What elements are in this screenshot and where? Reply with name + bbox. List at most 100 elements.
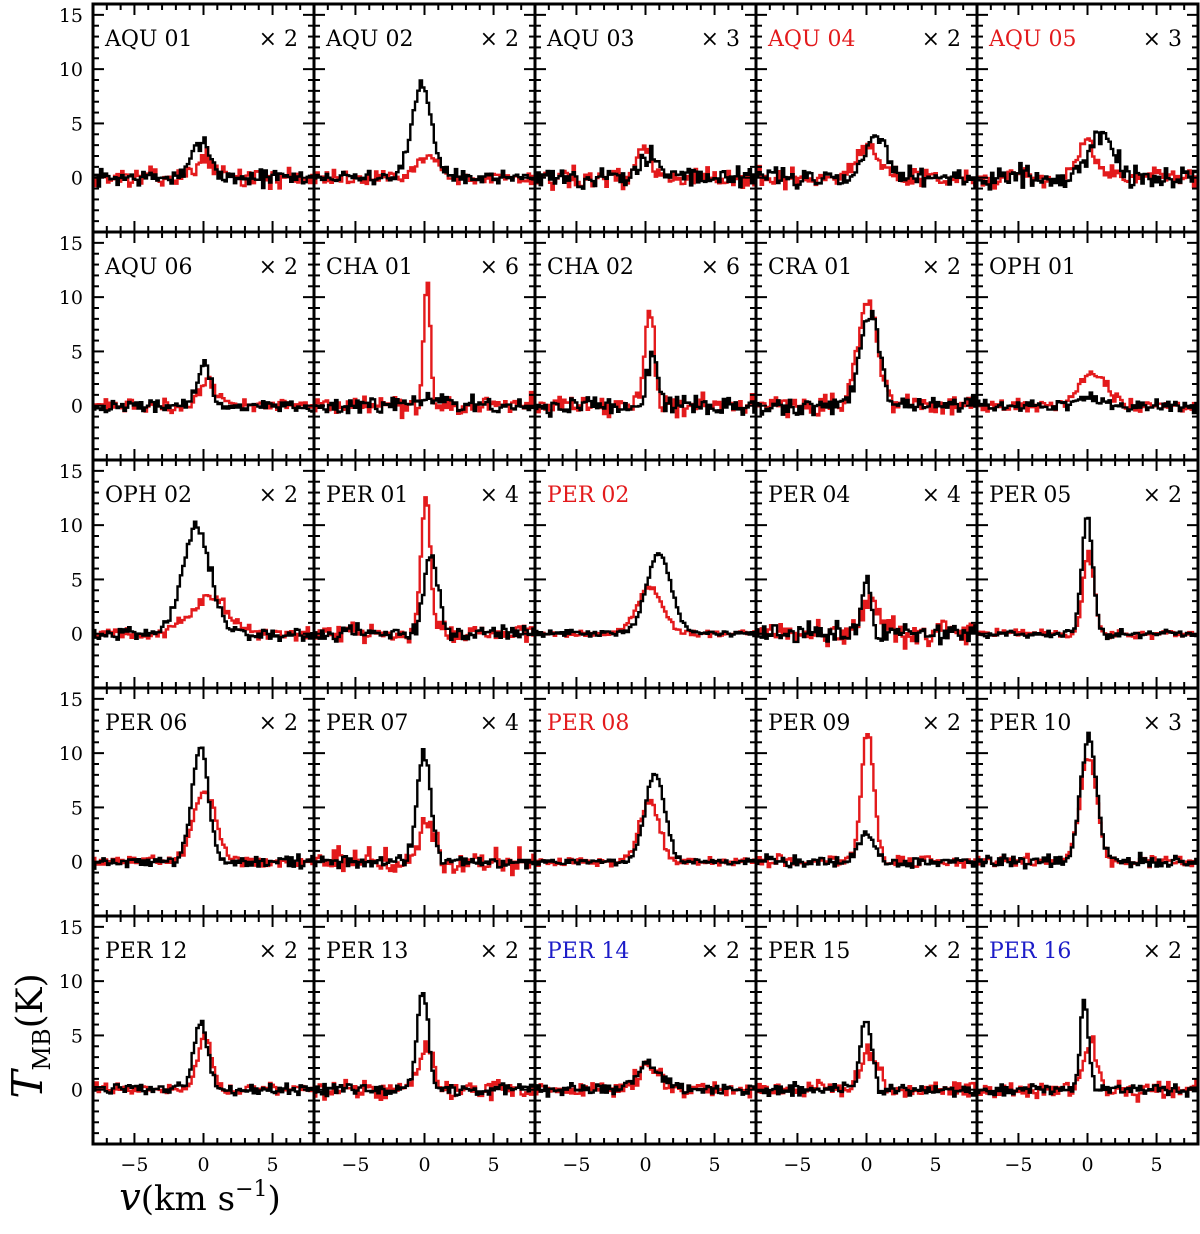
panel-per-09: PER 09 × 2 xyxy=(754,686,979,918)
spectrum-black xyxy=(535,144,756,190)
spectrum-red xyxy=(756,299,977,419)
panel-name-label: PER 12 xyxy=(105,939,187,964)
x-tick-label: −5 xyxy=(562,1154,590,1176)
panel-name-label: OPH 01 xyxy=(989,255,1076,280)
y-tick-label: 5 xyxy=(71,113,83,135)
panel-multiplier-label: × 2 xyxy=(922,939,961,964)
panel-oph-01: OPH 01 xyxy=(975,230,1200,462)
panel-multiplier-label: × 3 xyxy=(701,27,740,52)
panel-cha-01: CHA 01 × 6 xyxy=(312,230,537,462)
y-tick-label: 5 xyxy=(71,1025,83,1047)
x-tick-label: 0 xyxy=(1081,1154,1093,1176)
spectrum-black xyxy=(756,1020,977,1098)
panel-name-label: CHA 02 xyxy=(547,255,634,280)
panel-name-label: CHA 01 xyxy=(326,255,413,280)
panel-name-label: OPH 02 xyxy=(105,483,192,508)
spectrum-red xyxy=(977,758,1198,870)
panel-name-label: PER 09 xyxy=(768,711,850,736)
spectrum-black xyxy=(93,1019,314,1097)
x-axis-title: v(km s−1) xyxy=(119,1175,281,1219)
panel-name-label: PER 16 xyxy=(989,939,1071,964)
y-axis-title: TMB(K) xyxy=(3,973,56,1098)
spectrum-black xyxy=(93,746,314,870)
panel-name-label: PER 01 xyxy=(326,483,408,508)
panel-name-label: AQU 02 xyxy=(325,27,413,52)
panel-multiplier-label: × 4 xyxy=(922,483,961,508)
x-tick-label: 5 xyxy=(930,1154,942,1176)
spectrum-black xyxy=(977,130,1198,191)
x-tick-label: 0 xyxy=(197,1154,209,1176)
spectrum-black xyxy=(756,574,977,646)
panel-per-14: −5 0 5 PER 14 × 2 xyxy=(533,914,758,1176)
y-tick-label: 0 xyxy=(71,624,83,646)
spectrum-black xyxy=(756,830,977,869)
spectrum-red xyxy=(93,146,314,190)
spectrum-black xyxy=(977,998,1198,1098)
panel-multiplier-label: × 3 xyxy=(1143,711,1182,736)
spectrum-black xyxy=(314,748,535,870)
panel-per-08: PER 08 xyxy=(533,686,758,918)
x-tick-label: −5 xyxy=(1004,1154,1032,1176)
y-tick-label: 15 xyxy=(59,233,83,255)
y-tick-label: 10 xyxy=(59,515,83,537)
y-tick-label: 10 xyxy=(59,743,83,765)
y-tick-label: 0 xyxy=(71,1080,83,1102)
y-tick-label: 10 xyxy=(59,59,83,81)
panel-multiplier-label: × 6 xyxy=(701,255,740,280)
x-tick-label: 5 xyxy=(709,1154,721,1176)
panel-multiplier-label: × 2 xyxy=(922,255,961,280)
panels-group: 0 5 10 15 AQU 01 × 2 AQU 02 × 2 AQU 03 × 3 AQU 04 ×… xyxy=(59,2,1200,1176)
y-tick-label: 5 xyxy=(71,797,83,819)
y-tick-label: 0 xyxy=(71,852,83,874)
panel-name-label: PER 06 xyxy=(105,711,187,736)
x-tick-label: 5 xyxy=(1151,1154,1163,1176)
panel-multiplier-label: × 2 xyxy=(259,483,298,508)
panel-aqu-05: AQU 05 × 3 xyxy=(975,2,1200,234)
panel-multiplier-label: × 2 xyxy=(259,939,298,964)
y-tick-label: 10 xyxy=(59,287,83,309)
y-tick-label: 15 xyxy=(59,461,83,483)
spectrum-black xyxy=(314,554,535,643)
panel-multiplier-label: × 2 xyxy=(701,939,740,964)
spectrum-black xyxy=(756,309,977,417)
spectrum-red xyxy=(535,309,756,419)
panel-aqu-02: AQU 02 × 2 xyxy=(312,2,537,234)
panel-name-label: PER 08 xyxy=(547,711,629,736)
spectrum-black xyxy=(535,350,756,418)
spectrum-black xyxy=(314,79,535,186)
spectrum-red xyxy=(535,144,756,191)
panel-multiplier-label: × 2 xyxy=(259,27,298,52)
spectrum-black xyxy=(756,134,977,190)
y-tick-label: 15 xyxy=(59,5,83,27)
panel-name-label: AQU 03 xyxy=(546,27,634,52)
panel-multiplier-label: × 2 xyxy=(1143,483,1182,508)
panel-per-10: PER 10 × 3 xyxy=(975,686,1200,918)
panel-per-13: −5 0 5 PER 13 × 2 xyxy=(312,914,537,1176)
panel-multiplier-label: × 2 xyxy=(259,711,298,736)
panel-oph-02: 0 5 10 15 OPH 02 × 2 xyxy=(59,458,316,690)
spectrum-black xyxy=(93,520,314,643)
spectrum-black xyxy=(535,772,756,867)
x-tick-label: 0 xyxy=(418,1154,430,1176)
panel-multiplier-label: × 6 xyxy=(480,255,519,280)
x-tick-label: −5 xyxy=(783,1154,811,1176)
panel-per-02: PER 02 xyxy=(533,458,758,690)
y-tick-label: 5 xyxy=(71,569,83,591)
panel-aqu-01: 0 5 10 15 AQU 01 × 2 xyxy=(59,2,316,234)
panel-multiplier-label: × 4 xyxy=(480,711,519,736)
panel-name-label: AQU 04 xyxy=(767,27,855,52)
x-tick-label: −5 xyxy=(120,1154,148,1176)
panel-multiplier-label: × 2 xyxy=(1143,939,1182,964)
spectrum-black xyxy=(977,391,1198,415)
panel-per-06: 0 5 10 15 PER 06 × 2 xyxy=(59,686,316,918)
panel-aqu-04: AQU 04 × 2 xyxy=(754,2,979,234)
x-tick-label: 0 xyxy=(639,1154,651,1176)
y-tick-label: 15 xyxy=(59,917,83,939)
panel-cra-01: CRA 01 × 2 xyxy=(754,230,979,462)
panel-per-04: PER 04 × 4 xyxy=(754,458,979,690)
panel-name-label: PER 14 xyxy=(547,939,629,964)
panel-multiplier-label: × 2 xyxy=(922,27,961,52)
panel-multiplier-label: × 2 xyxy=(259,255,298,280)
panel-per-01: PER 01 × 4 xyxy=(312,458,537,690)
